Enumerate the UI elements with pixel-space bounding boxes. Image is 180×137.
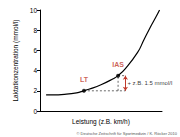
svg-text:10: 10	[30, 7, 38, 14]
svg-text:0: 0	[33, 108, 37, 115]
svg-text:Leistung (z.B. km/h): Leistung (z.B. km/h)	[72, 118, 130, 126]
svg-text:+ z.B. 1.5 mmol/l: + z.B. 1.5 mmol/l	[127, 80, 172, 86]
svg-text:Laktatkonzentration (mmol/l): Laktatkonzentration (mmol/l)	[12, 19, 20, 101]
svg-text:2: 2	[33, 87, 37, 94]
svg-text:© Deutsche Zeitschrift für Spo: © Deutsche Zeitschrift für Sportmedizin …	[76, 131, 177, 136]
svg-text:6: 6	[33, 47, 37, 54]
svg-text:IAS: IAS	[112, 61, 124, 68]
svg-text:8: 8	[33, 27, 37, 34]
svg-text:4: 4	[33, 67, 37, 74]
svg-text:LT: LT	[80, 76, 89, 83]
